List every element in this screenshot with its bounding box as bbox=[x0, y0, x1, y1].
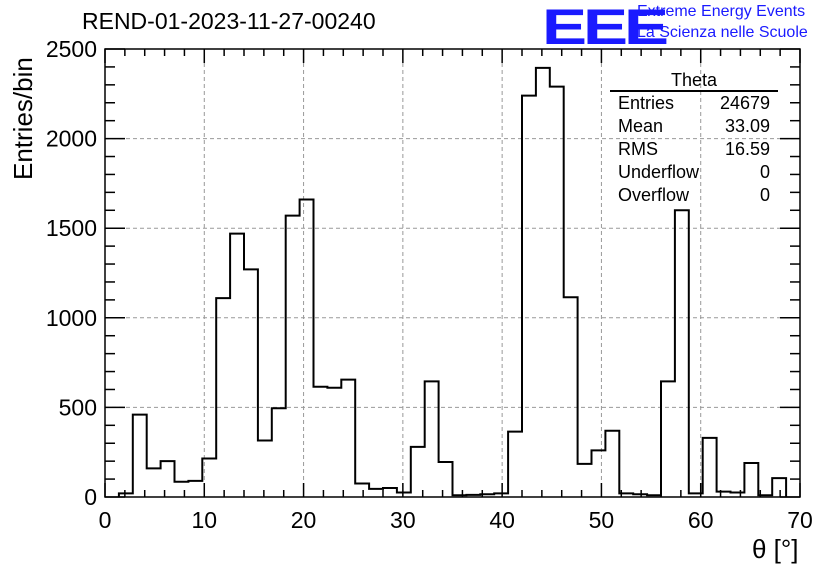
stats-row-rms: RMS 16.59 bbox=[610, 138, 778, 161]
x-axis-label: θ [°] bbox=[752, 534, 799, 564]
stats-row-overflow: Overflow 0 bbox=[610, 184, 778, 207]
y-axis-label: Entries/bin bbox=[8, 57, 38, 180]
logo-subtitle-2: La Scienza nelle Scuole bbox=[637, 24, 808, 41]
y-tick-label: 500 bbox=[59, 394, 97, 420]
grid-lines bbox=[105, 49, 800, 497]
y-tick-label: 0 bbox=[84, 484, 97, 510]
x-tick-label: 0 bbox=[99, 507, 112, 533]
x-tick-label: 10 bbox=[191, 507, 217, 533]
stats-label: Mean bbox=[618, 116, 664, 136]
x-tick-label: 20 bbox=[291, 507, 317, 533]
stats-label: Overflow bbox=[618, 185, 690, 205]
y-tick-label: 2500 bbox=[46, 36, 97, 62]
plot-frame bbox=[104, 48, 801, 498]
x-tick-label: 50 bbox=[589, 507, 615, 533]
chart-title: REND-01-2023-11-27-00240 bbox=[82, 8, 376, 34]
stats-value: 0 bbox=[759, 185, 770, 205]
stats-row-underflow: Underflow 0 bbox=[610, 161, 778, 184]
stats-title: Theta bbox=[610, 70, 778, 92]
stats-value: 24679 bbox=[719, 93, 770, 113]
y-tick-label: 2000 bbox=[46, 126, 97, 152]
x-tick-label: 70 bbox=[787, 507, 813, 533]
stats-value: 33.09 bbox=[724, 116, 770, 136]
x-tick-label: 40 bbox=[489, 507, 515, 533]
eee-logo: EEE bbox=[542, 0, 669, 55]
stats-box: Theta Entries 24679 Mean 33.09 RMS 16.59… bbox=[610, 70, 778, 207]
stats-label: RMS bbox=[618, 139, 658, 159]
stats-value: 16.59 bbox=[724, 139, 770, 159]
histogram-line bbox=[117, 66, 788, 497]
logo-subtitle-1: Extreme Energy Events bbox=[637, 3, 806, 20]
x-tick-label: 30 bbox=[390, 507, 416, 533]
tick-labels: 0 10 20 30 40 50 60 70 0 500 1000 1500 2000 2500 bbox=[46, 36, 813, 533]
stats-row-entries: Entries 24679 bbox=[610, 92, 778, 115]
x-tick-label: 60 bbox=[688, 507, 714, 533]
stats-row-mean: Mean 33.09 bbox=[610, 115, 778, 138]
stats-value: 0 bbox=[759, 162, 770, 182]
y-tick-label: 1000 bbox=[46, 305, 97, 331]
stats-label: Entries bbox=[618, 93, 675, 113]
axis-ticks bbox=[104, 48, 801, 498]
stats-label: Underflow bbox=[618, 162, 700, 182]
y-tick-label: 1500 bbox=[46, 215, 97, 241]
